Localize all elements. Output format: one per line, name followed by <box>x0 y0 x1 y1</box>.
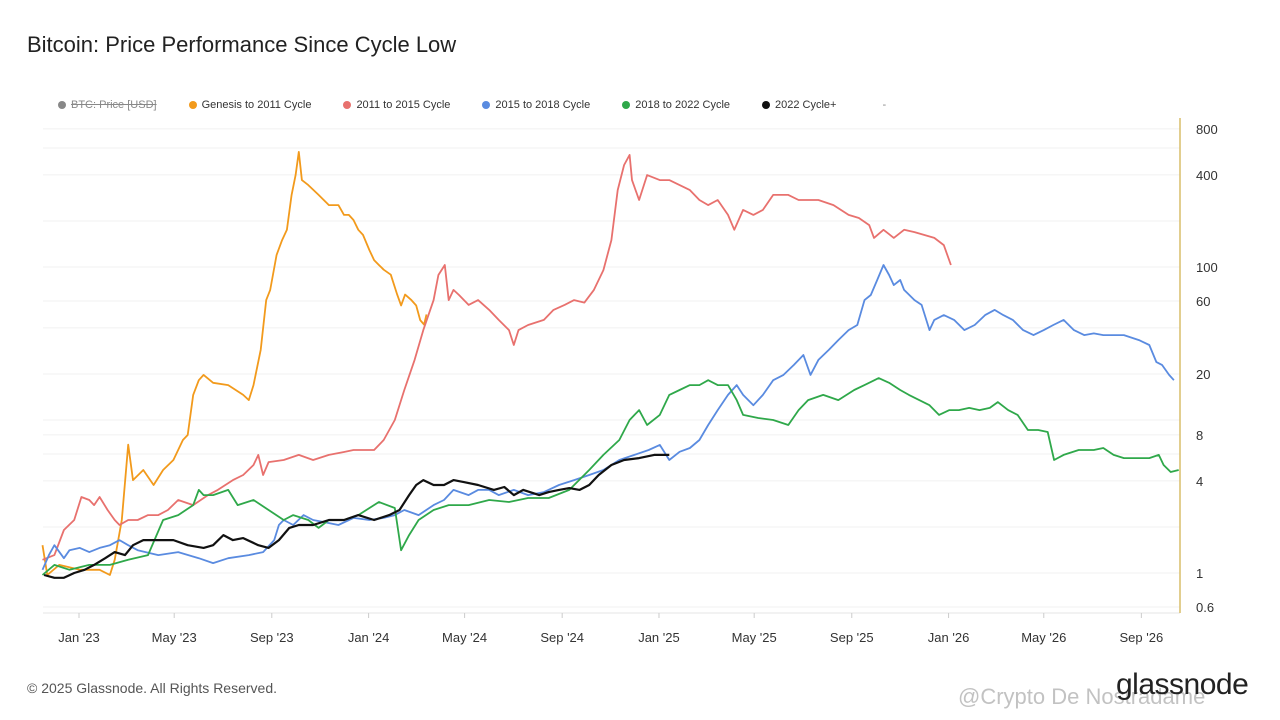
series-line-2018-to-2022-cycle <box>41 377 1179 576</box>
y-tick-label: 60 <box>1196 294 1210 309</box>
legend-label: BTC: Price [USD] <box>71 99 157 111</box>
x-tick-label: Jan '26 <box>928 630 970 645</box>
legend-item-2015-2018[interactable]: 2015 to 2018 Cycle <box>482 99 590 111</box>
legend-dot <box>622 101 631 109</box>
legend-dot <box>343 101 352 109</box>
x-tick-label: May '25 <box>732 630 777 645</box>
legend-item-extra[interactable]: - <box>882 99 886 111</box>
x-axis-ticks: Jan '23 May '23 Sep '23 Jan '24 May '24 Sep '… <box>58 613 1163 645</box>
x-tick-label: Sep '26 <box>1120 630 1164 645</box>
legend-label: Genesis to 2011 Cycle <box>201 99 312 111</box>
glassnode-logo: glassnode <box>1116 668 1249 701</box>
legend-dot <box>482 101 491 109</box>
series-line-2011-to-2015-cycle <box>42 154 952 561</box>
legend-label: 2022 Cycle+ <box>775 99 837 111</box>
legend-item-2011-2015[interactable]: 2011 to 2015 Cycle <box>343 99 450 111</box>
series-line-2022-cycle- <box>43 453 670 579</box>
legend-item-2018-2022[interactable]: 2018 to 2022 Cycle <box>622 99 730 111</box>
y-axis-ticks: 800 400 100 60 20 8 4 1 0.6 <box>1196 122 1218 615</box>
legend-item-btc-price[interactable]: BTC: Price [USD] <box>58 99 157 111</box>
y-tick-label: 800 <box>1196 122 1218 137</box>
y-tick-label: 400 <box>1196 168 1218 183</box>
y-tick-label: 8 <box>1196 428 1203 443</box>
x-tick-label: Jan '23 <box>58 630 100 645</box>
legend-label: 2015 to 2018 Cycle <box>495 99 591 111</box>
x-tick-label: Sep '25 <box>830 630 874 645</box>
watermark: @Crypto De Nostradame <box>958 684 1206 709</box>
x-tick-label: May '23 <box>152 630 197 645</box>
x-tick-label: Sep '23 <box>250 630 294 645</box>
x-tick-label: Jan '25 <box>638 630 680 645</box>
series-line-2015-to-2018-cycle <box>41 264 1175 571</box>
legend-item-2022-cycle[interactable]: 2022 Cycle+ <box>762 99 836 111</box>
x-tick-label: May '26 <box>1021 630 1066 645</box>
series-lines <box>41 151 1179 579</box>
gridlines <box>43 128 1180 614</box>
y-tick-label: 4 <box>1196 474 1203 489</box>
x-tick-label: Jan '24 <box>348 630 390 645</box>
x-tick-label: May '24 <box>442 630 487 645</box>
series-line-genesis-to-2011-cycle <box>41 151 428 576</box>
legend-dot <box>58 101 66 109</box>
chart-title: Bitcoin: Price Performance Since Cycle L… <box>27 32 457 57</box>
legend-label: 2018 to 2022 Cycle <box>635 99 731 111</box>
y-tick-label: 1 <box>1196 566 1203 581</box>
y-tick-label: 20 <box>1196 367 1210 382</box>
legend-dot <box>188 101 197 109</box>
legend-item-genesis-2011[interactable]: Genesis to 2011 Cycle <box>188 99 312 111</box>
legend-label: - <box>882 99 887 111</box>
copyright: © 2025 Glassnode. All Rights Reserved. <box>27 680 278 696</box>
legend-label: 2011 to 2015 Cycle <box>356 99 451 111</box>
legend: BTC: Price [USD] Genesis to 2011 Cycle 2… <box>58 99 918 111</box>
x-tick-label: Sep '24 <box>540 630 584 645</box>
y-tick-label: 0.6 <box>1196 600 1214 615</box>
y-tick-label: 100 <box>1196 260 1218 275</box>
legend-dot <box>762 101 771 109</box>
